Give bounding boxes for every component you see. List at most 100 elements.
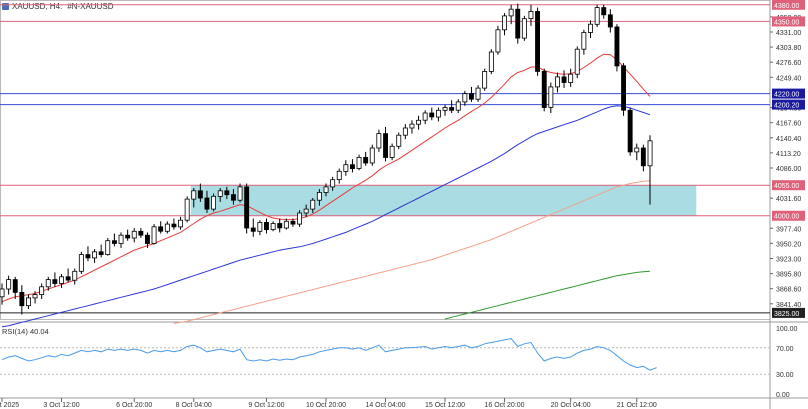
candle	[581, 32, 587, 50]
time-tick-label: 20 Oct 04:00	[551, 402, 591, 409]
price-tick-label: 3895.80	[776, 272, 801, 279]
candle	[323, 186, 329, 193]
price-tick-label: 3950.20	[776, 241, 801, 248]
rsi-level-label: 0.00	[776, 392, 790, 399]
candle	[588, 23, 593, 33]
candle	[230, 194, 236, 201]
level-label-bg	[772, 88, 805, 99]
ma-line-ma-long	[444, 270, 651, 320]
candle	[574, 48, 580, 75]
price-tick-label: 4331.00	[776, 30, 801, 37]
candle	[217, 190, 223, 197]
candle	[237, 186, 243, 201]
candle	[495, 29, 501, 53]
level-label-bg	[772, 210, 805, 221]
candle	[488, 51, 494, 72]
candle	[475, 87, 481, 100]
time-tick-label: 14 Oct 04:00	[365, 402, 405, 409]
candle	[59, 276, 64, 284]
price-tick-label: 4167.60	[776, 121, 801, 128]
price-tick-label: 3977.40	[776, 226, 801, 233]
price-tick-label: 3841.40	[776, 302, 801, 309]
price-tick-label: 3923.00	[776, 256, 801, 263]
candle	[568, 73, 574, 83]
candle	[449, 107, 455, 111]
candle	[521, 18, 527, 39]
rsi-level-label: 30.00	[776, 372, 794, 379]
candle	[151, 226, 157, 244]
candle	[164, 223, 170, 232]
candle	[535, 10, 540, 72]
candle	[39, 286, 45, 295]
candle	[389, 145, 395, 158]
candle	[316, 191, 322, 201]
candle	[19, 291, 25, 307]
candle	[310, 199, 316, 210]
price-tick-label: 4113.20	[776, 151, 801, 158]
candle	[250, 227, 256, 232]
candle	[6, 279, 12, 290]
price-tick-label: 4276.60	[776, 60, 801, 67]
candle	[72, 270, 78, 281]
candle	[197, 190, 203, 199]
time-tick-label: 6 Oct 20:00	[116, 402, 152, 409]
candle	[614, 26, 620, 67]
demand-zone	[190, 185, 697, 216]
candle	[297, 212, 302, 225]
candle	[211, 195, 216, 210]
level-label: 3825.00	[774, 311, 799, 318]
candle	[244, 186, 250, 229]
price-tick-label: 4303.80	[776, 45, 801, 52]
candle	[144, 234, 150, 244]
time-tick-label: 8 Oct 04:00	[176, 402, 212, 409]
candle	[363, 156, 369, 164]
candle	[396, 134, 402, 147]
candle	[502, 15, 507, 31]
candle	[647, 140, 653, 167]
time-tick-label: 15 Oct 12:00	[425, 402, 465, 409]
candle	[555, 76, 560, 88]
rsi-level-label: 100.00	[776, 326, 798, 333]
time-tick-label: 16 Oct 20:00	[484, 402, 524, 409]
time-tick-label: 21 Oct 12:00	[617, 402, 657, 409]
candle	[118, 234, 124, 244]
candle	[343, 164, 349, 172]
candle	[429, 112, 435, 118]
ma-line-ma-mid	[1, 105, 651, 328]
price-tick-label: 4249.40	[776, 75, 801, 82]
candle	[125, 234, 131, 239]
candle	[369, 147, 375, 164]
level-label: 4220.00	[774, 92, 799, 99]
candle	[204, 197, 210, 210]
candle	[541, 71, 547, 108]
candle	[303, 208, 309, 214]
candle	[634, 147, 640, 153]
chart-header: XAUUSD, H4: #N-XAUUSD	[0, 0, 113, 12]
time-tick-label: 10 Oct 20:00	[306, 402, 346, 409]
level-label-bg	[772, 307, 805, 318]
rsi-level-label: 70.00	[776, 346, 794, 353]
candle	[515, 8, 521, 39]
price-tick-label: 4086.00	[776, 166, 801, 173]
level-label-bg	[772, 99, 805, 110]
rsi-value: 40.04	[29, 327, 49, 336]
rsi-line	[1, 338, 657, 371]
symbol-icon[interactable]	[2, 2, 9, 10]
candle	[45, 279, 51, 288]
price-tick-label: 4140.40	[776, 136, 801, 143]
candle	[468, 93, 474, 100]
candle	[482, 71, 488, 89]
candle	[409, 123, 415, 129]
candle	[65, 276, 71, 281]
level-label: 4200.20	[774, 103, 799, 110]
candle	[435, 109, 441, 118]
candle	[270, 223, 276, 230]
ma-line-ma-slow	[173, 180, 651, 324]
candle	[283, 220, 289, 229]
candle	[422, 112, 428, 121]
candle	[12, 279, 18, 293]
candle	[0, 288, 5, 298]
candle	[277, 223, 283, 229]
candle	[191, 190, 197, 200]
